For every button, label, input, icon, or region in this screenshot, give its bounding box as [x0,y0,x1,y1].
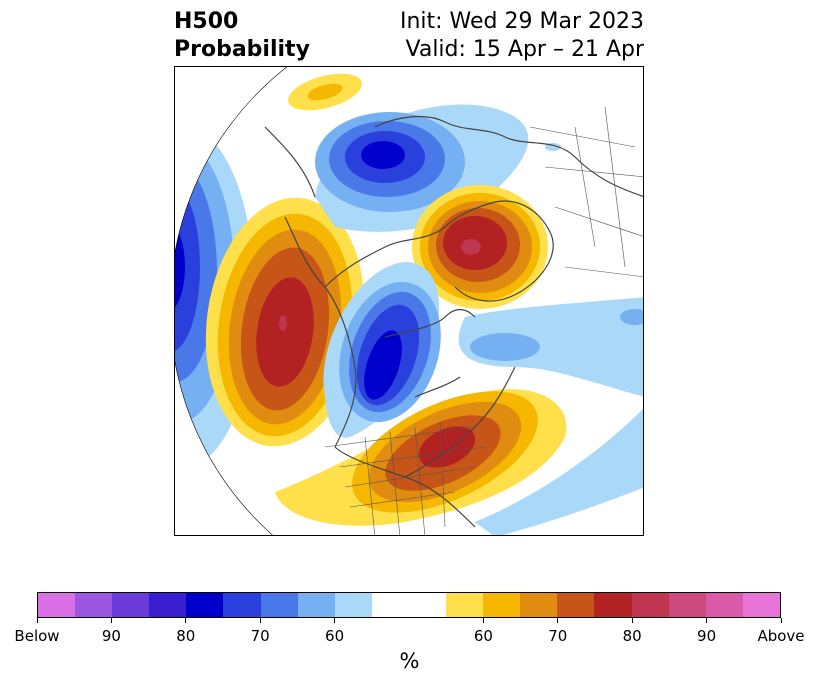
colorbar-unit-label: % [399,649,420,673]
colorbar-tick-mark [780,618,782,623]
colorbar-tick-mark [36,618,38,623]
map-panel [174,66,644,536]
figure-title: H500 Probability [174,8,310,64]
colorbar-tick-mark [259,618,261,623]
colorbar-segment [334,593,372,617]
colorbar-segment [260,593,298,617]
western-canada-low [323,262,441,438]
colorbar-tick-mark [482,618,484,623]
colorbar-tick-mark [334,618,336,623]
colorbar-segment [112,593,150,617]
colorbar-tick-label: 70 [548,627,568,645]
title-line-2: Probability [174,37,310,62]
colorbar-tick-label: 80 [176,627,196,645]
figure-dates: Init: Wed 29 Mar 2023 Valid: 15 Apr – 21… [400,8,644,64]
colorbar-tick-mark [631,618,633,623]
colorbar-tick-label: Below [14,627,60,645]
small-high-top [288,73,362,111]
colorbar-segment [668,593,706,617]
greenland-high [412,185,548,309]
title-line-1: H500 [174,9,239,34]
colorbar-tick-label: 90 [101,627,121,645]
colorbar-segment [223,593,261,617]
colorbar-tick-mark [557,618,559,623]
atlantic-low [458,297,643,397]
borders [324,106,643,535]
colorbar-segment [149,593,187,617]
colorbar-segment [483,593,521,617]
anomaly-fields [175,73,643,535]
colorbar-segment [631,593,669,617]
colorbar-segment [38,593,76,617]
colorbar-segment [520,593,558,617]
coastlines [264,116,643,528]
colorbar-tick-label: 60 [325,627,345,645]
colorbar-tick-labels: Below 90 80 70 60 60 70 80 90 Above [0,627,819,647]
colorbar-segment [75,593,113,617]
colorbar-tick-label: 60 [473,627,493,645]
valid-range: Valid: 15 Apr – 21 Apr [405,37,645,62]
colorbar-tick-label: Above [757,627,805,645]
colorbar-segment [297,593,335,617]
atlantic-trough [475,407,643,535]
arctic-low [315,104,561,232]
probability-map [175,67,643,535]
colorbar-tick-label: 80 [622,627,642,645]
colorbar-segment [594,593,632,617]
colorbar-tick-mark [185,618,187,623]
colorbar-tick-label: 70 [250,627,270,645]
colorbar-segment [186,593,224,617]
colorbar-tick-label: 90 [697,627,717,645]
colorbar-segment [557,593,595,617]
init-date: Init: Wed 29 Mar 2023 [399,9,644,34]
colorbar-segment [742,593,780,617]
colorbar [37,592,781,618]
colorbar-segment [371,593,447,617]
colorbar-segment [705,593,743,617]
colorbar-tick-mark [706,618,708,623]
colorbar-segment [446,593,484,617]
colorbar-tick-mark [110,618,112,623]
